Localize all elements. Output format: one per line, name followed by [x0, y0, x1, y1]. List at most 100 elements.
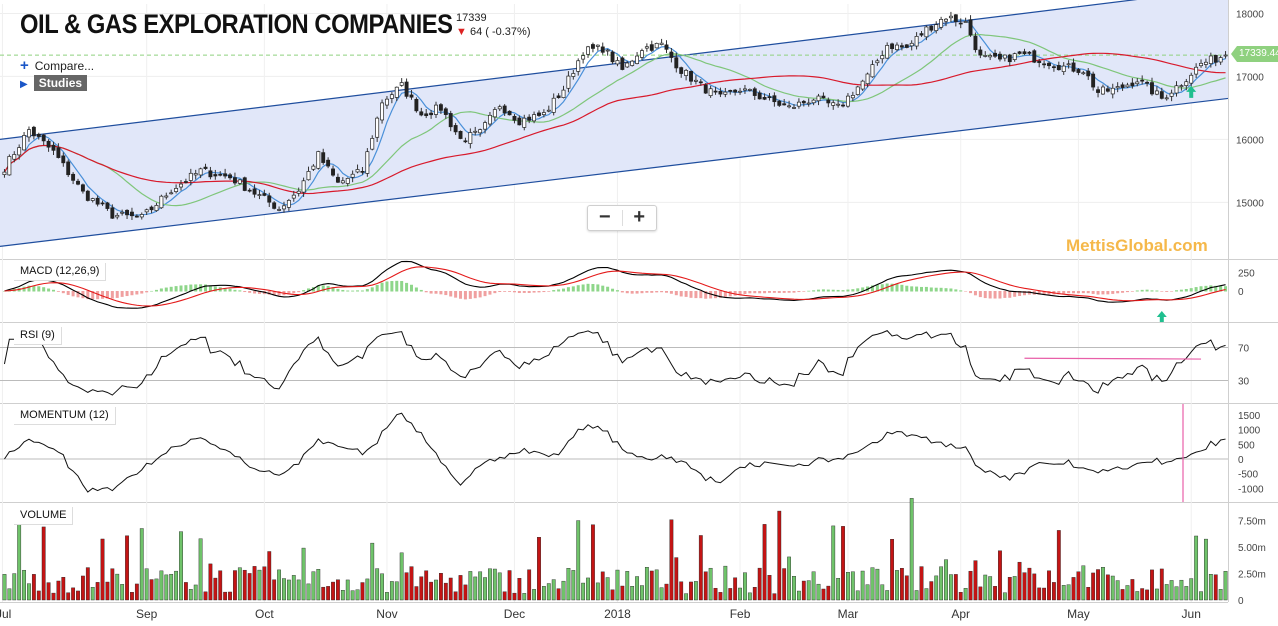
macd-histogram-bar	[944, 288, 948, 292]
candle-body	[130, 211, 134, 217]
candle-body	[36, 133, 41, 137]
macd-histogram-bar	[537, 291, 541, 293]
macd-panel-label[interactable]: MACD (12,26,9)	[14, 263, 107, 281]
macd-histogram-bar	[223, 287, 227, 292]
price-change-text: 64 ( -0.37%)	[469, 26, 531, 38]
volume-bar	[134, 583, 139, 601]
candle-body	[507, 110, 512, 116]
macd-histogram-bar	[419, 289, 423, 292]
volume-bar	[517, 578, 522, 601]
volume-panel-label[interactable]: VOLUME	[14, 507, 74, 525]
candle-body	[1145, 81, 1150, 84]
volume-bar	[233, 570, 237, 601]
macd-histogram-bar	[277, 291, 281, 296]
momentum-panel-label[interactable]: MOMENTUM (12)	[14, 407, 116, 425]
volume-bar	[875, 568, 880, 601]
volume-bar	[684, 593, 689, 601]
candle-body	[801, 100, 806, 104]
macd-histogram-bar	[723, 291, 727, 298]
macd-line	[4, 260, 1226, 309]
macd-histogram-bar	[228, 288, 232, 292]
candle-body	[394, 86, 399, 98]
macd-histogram-bar	[351, 290, 355, 292]
x-tick-label: Oct	[255, 607, 274, 621]
zoom-out-button[interactable]: −	[598, 206, 611, 228]
candle-body	[674, 57, 679, 69]
candle-body	[532, 114, 537, 122]
candle-body	[1037, 60, 1042, 63]
candle-body	[890, 43, 895, 50]
volume-bar	[806, 580, 811, 601]
candle-body	[463, 140, 468, 143]
volume-bar	[1184, 586, 1189, 601]
volume-bar	[331, 581, 335, 601]
macd-histogram-bar	[238, 290, 242, 292]
macd-histogram-bar	[797, 291, 801, 293]
candle-body	[973, 35, 978, 51]
zoom-in-button[interactable]: +	[633, 206, 646, 228]
volume-bar	[978, 586, 983, 601]
volume-bar	[537, 537, 541, 601]
macd-histogram-bar	[341, 289, 345, 292]
macd-histogram-bar	[655, 291, 659, 293]
volume-bar	[890, 539, 894, 601]
macd-histogram-bar	[557, 289, 561, 292]
macd-signal-line	[4, 266, 1226, 307]
macd-histogram-bar	[473, 291, 477, 299]
x-tick-label: Dec	[504, 607, 525, 621]
candle-body	[684, 70, 689, 76]
x-tick-label: Jun	[1182, 607, 1201, 621]
macd-histogram-bar	[611, 288, 615, 292]
volume-bar	[733, 577, 738, 601]
macd-histogram-bar	[189, 284, 193, 292]
candle-body	[267, 195, 272, 203]
rsi-panel-label[interactable]: RSI (9)	[14, 327, 62, 345]
macd-tick-label: 0	[1238, 287, 1244, 298]
macd-histogram-bar	[767, 291, 771, 293]
studies-button[interactable]: ▶ Studies	[20, 75, 88, 91]
macd-histogram-bar	[488, 291, 492, 295]
buy-signal-icon	[1186, 85, 1197, 98]
candle-body	[375, 117, 380, 138]
volume-bar	[679, 581, 684, 601]
volume-bar	[546, 583, 551, 601]
x-tick-label: Apr	[951, 607, 970, 621]
volume-bar	[198, 538, 203, 601]
volume-bar	[130, 592, 134, 601]
macd-histogram-bar	[375, 284, 379, 292]
volume-bar	[752, 587, 757, 601]
momentum-tick-label: 1500	[1238, 411, 1261, 422]
macd-histogram-bar	[861, 287, 865, 292]
macd-histogram-bar	[787, 291, 791, 293]
candle-body	[649, 44, 654, 51]
candle-body	[355, 169, 360, 173]
volume-bar	[399, 552, 404, 601]
macd-histogram-bar	[929, 287, 933, 292]
macd-histogram-bar	[826, 289, 830, 292]
candle-body	[453, 125, 458, 133]
macd-histogram-bar	[1057, 291, 1061, 295]
candle-body	[831, 102, 836, 106]
compare-button[interactable]: + Compare...	[20, 57, 94, 74]
macd-histogram-bar	[900, 284, 904, 292]
watermark: MettisGlobal.com	[1066, 236, 1208, 255]
macd-histogram-bar	[895, 284, 899, 292]
volume-bar	[1189, 578, 1194, 601]
candle-body	[541, 112, 546, 115]
macd-histogram-bar	[586, 283, 590, 292]
candle-body	[850, 95, 855, 99]
candle-body	[576, 60, 581, 72]
volume-bar	[336, 579, 340, 601]
candle-body	[61, 155, 66, 164]
volume-bar	[1125, 585, 1130, 601]
candle-body	[1056, 65, 1061, 71]
candle-body	[752, 88, 757, 96]
candle-body	[252, 188, 257, 195]
macd-histogram-bar	[699, 291, 703, 299]
volume-bar	[929, 581, 934, 601]
macd-histogram-bar	[434, 291, 438, 294]
candle-body	[291, 194, 296, 199]
macd-histogram-bar	[409, 284, 413, 292]
candle-body	[713, 90, 718, 93]
